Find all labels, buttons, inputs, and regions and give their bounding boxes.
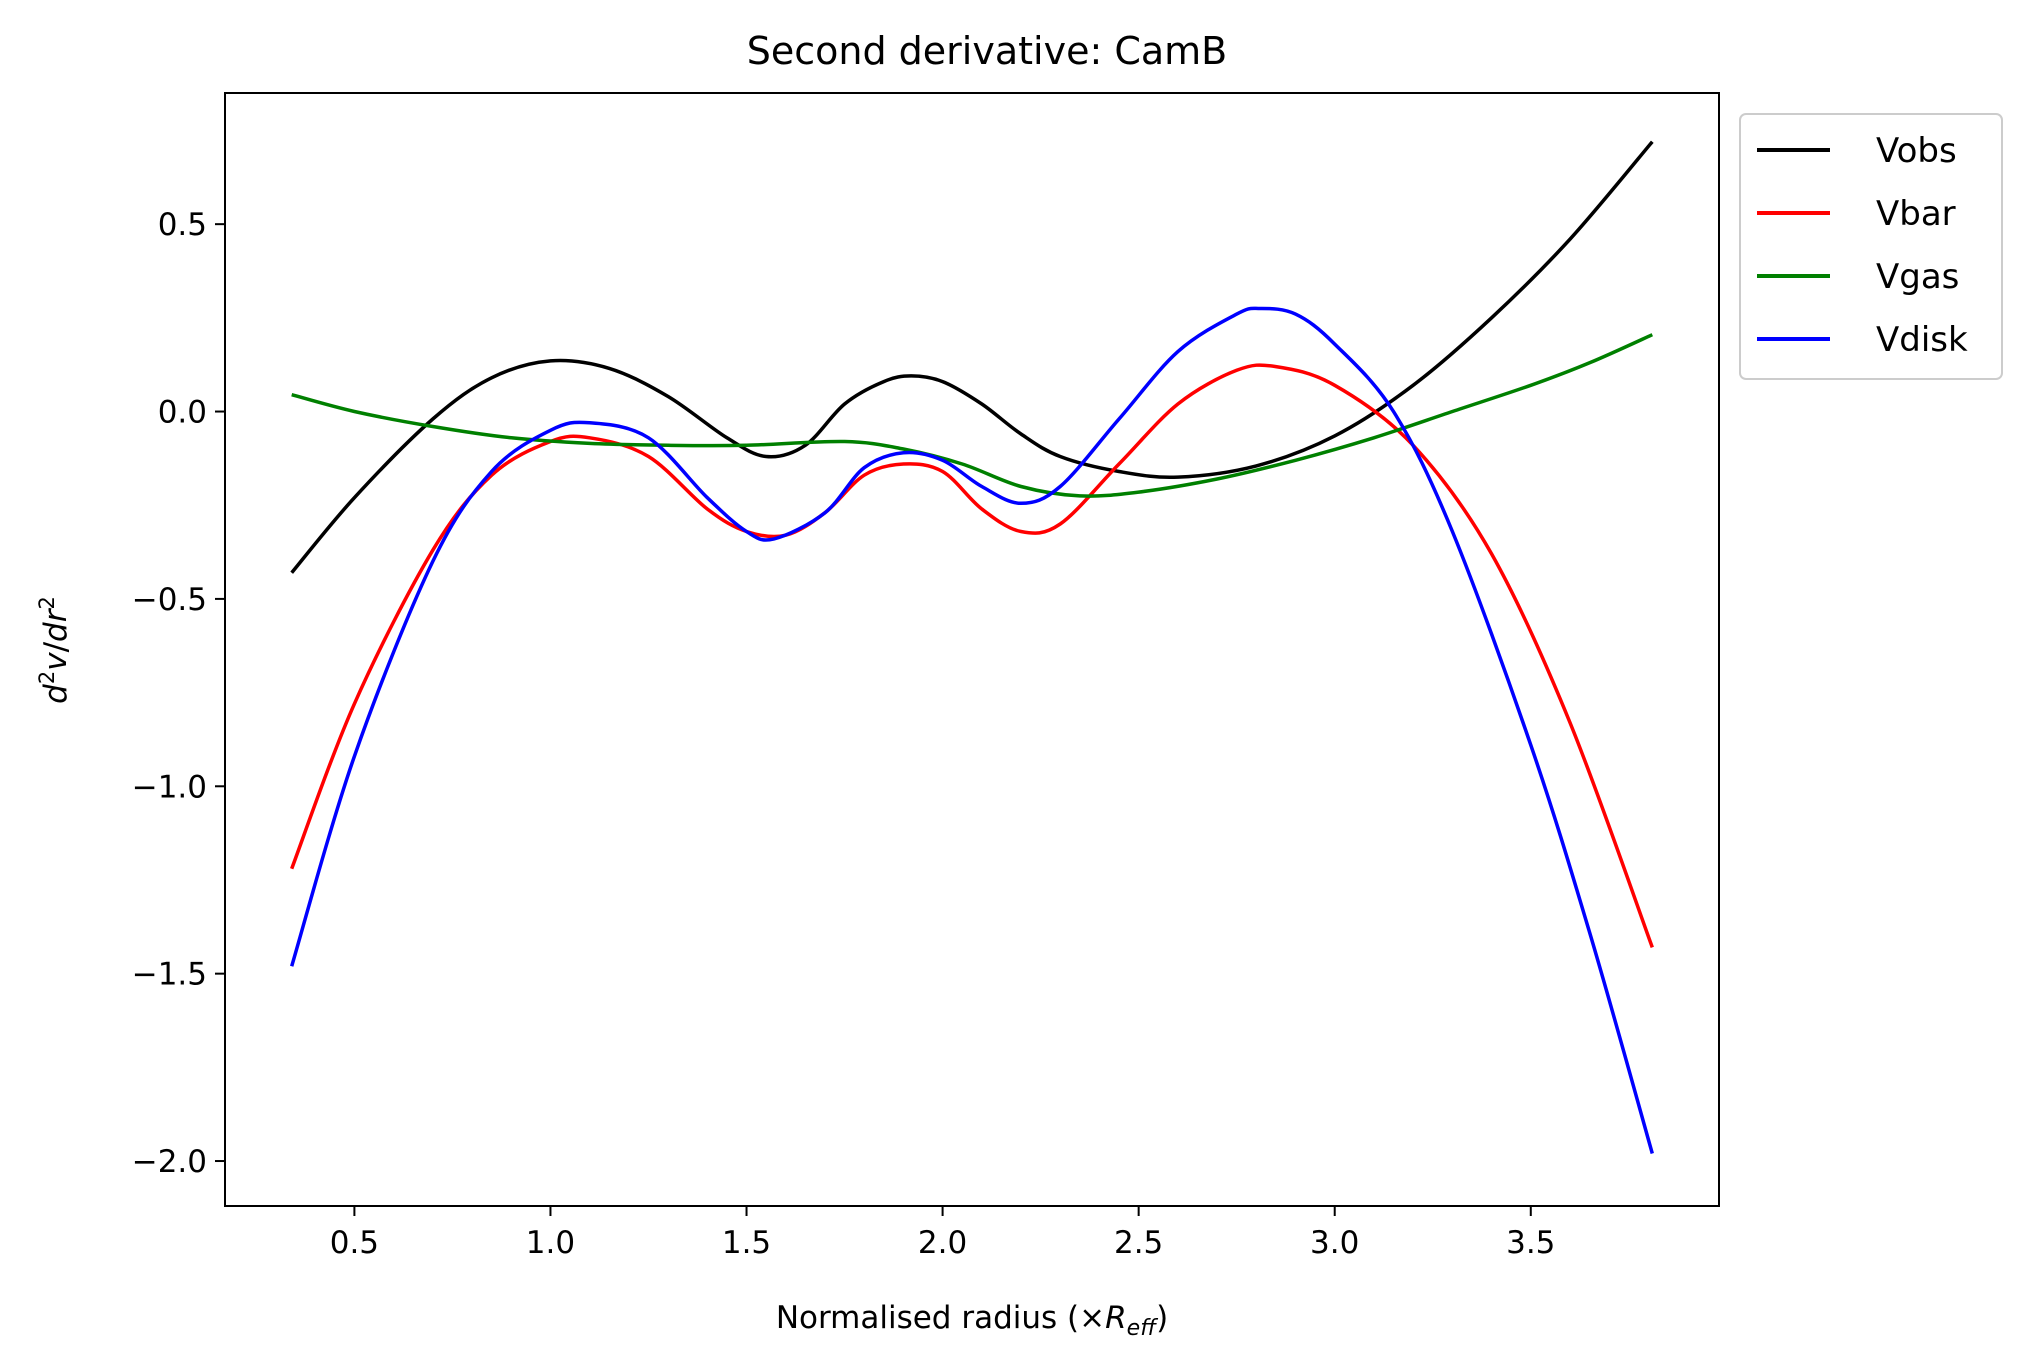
x-tick-label: 2.0 — [918, 1225, 967, 1261]
y-tick-label: −1.5 — [132, 957, 207, 993]
y-tick-label: 0.0 — [158, 395, 207, 431]
series-line-vgas — [291, 333, 1654, 498]
x-tick-label: 3.5 — [1506, 1225, 1555, 1261]
series-line-vobs — [290, 140, 1654, 574]
y-tick-label: −2.0 — [132, 1144, 207, 1180]
legend-label-vobs: Vobs — [1876, 131, 1957, 171]
legend-label-vdisk: Vdisk — [1876, 320, 1968, 360]
chart-title: Second derivative: CamB — [747, 29, 1228, 73]
legend-box — [1739, 113, 2003, 380]
tick-layer: 0.5 1.0 1.5 2.0 2.5 3.0 3.5 −2.0 −1.5 −1.0 −0.5 0.0… — [132, 207, 1556, 1261]
x-axis-label: Normalised radius (×Reff) — [776, 1300, 1168, 1341]
series-line-vdisk — [290, 306, 1654, 1154]
legend-label-vbar: Vbar — [1876, 194, 1956, 234]
y-tick-label: −1.0 — [132, 769, 207, 805]
x-tick-label: 3.0 — [1310, 1225, 1359, 1261]
legend-label-vgas: Vgas — [1876, 257, 1959, 297]
plot-area — [224, 92, 1720, 1207]
legend: Vobs Vbar Vgas Vdisk — [1739, 113, 2003, 380]
y-tick-label: −0.5 — [132, 582, 207, 618]
series-line-vbar — [290, 363, 1654, 949]
x-tick-label: 2.5 — [1114, 1225, 1163, 1261]
x-tick-label: 1.5 — [722, 1225, 771, 1261]
y-axis-label: d2v/dr2 — [35, 596, 74, 704]
x-tick-label: 1.0 — [526, 1225, 575, 1261]
series-layer — [290, 140, 1654, 1154]
y-tick-label: 0.5 — [158, 207, 207, 243]
x-tick-label: 0.5 — [330, 1225, 379, 1261]
